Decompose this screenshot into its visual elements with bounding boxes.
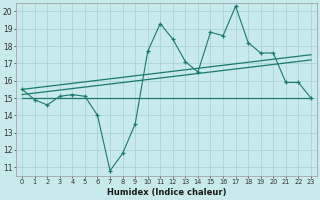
X-axis label: Humidex (Indice chaleur): Humidex (Indice chaleur) bbox=[107, 188, 226, 197]
